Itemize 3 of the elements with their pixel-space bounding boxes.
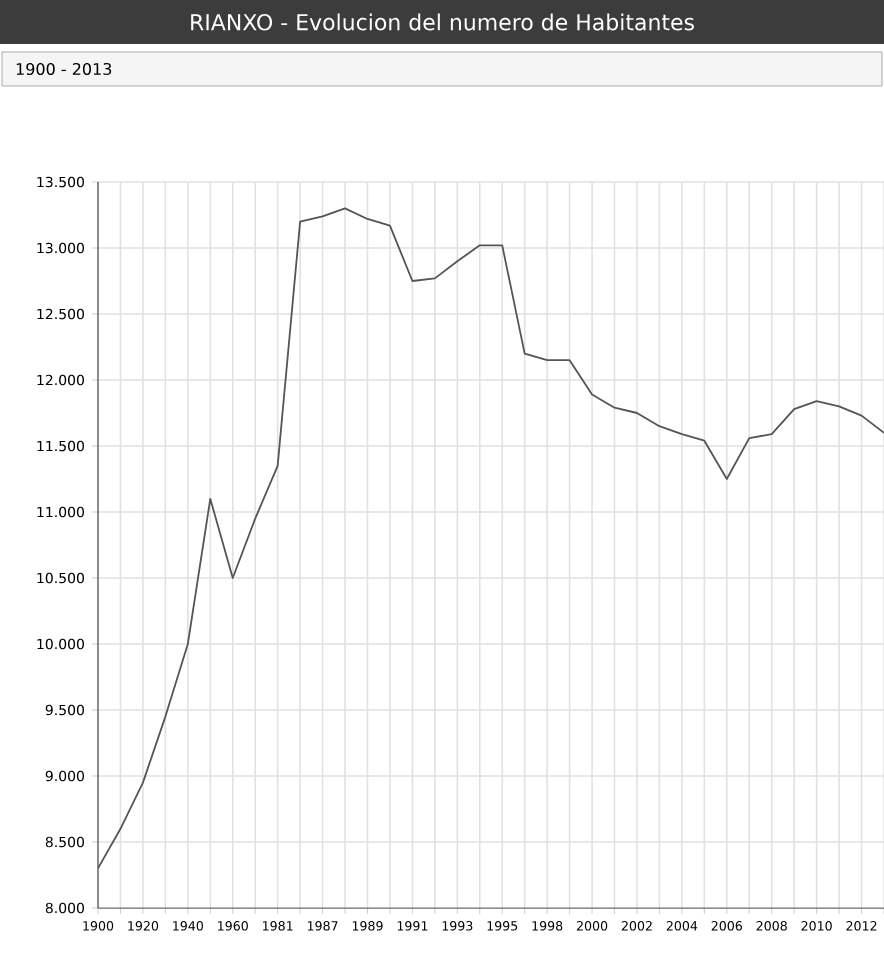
chart-title: RIANXO - Evolucion del numero de Habitantes [191,13,694,31]
line-series [98,207,884,870]
chart-subtitle: 1900 - 2013 [16,62,112,76]
